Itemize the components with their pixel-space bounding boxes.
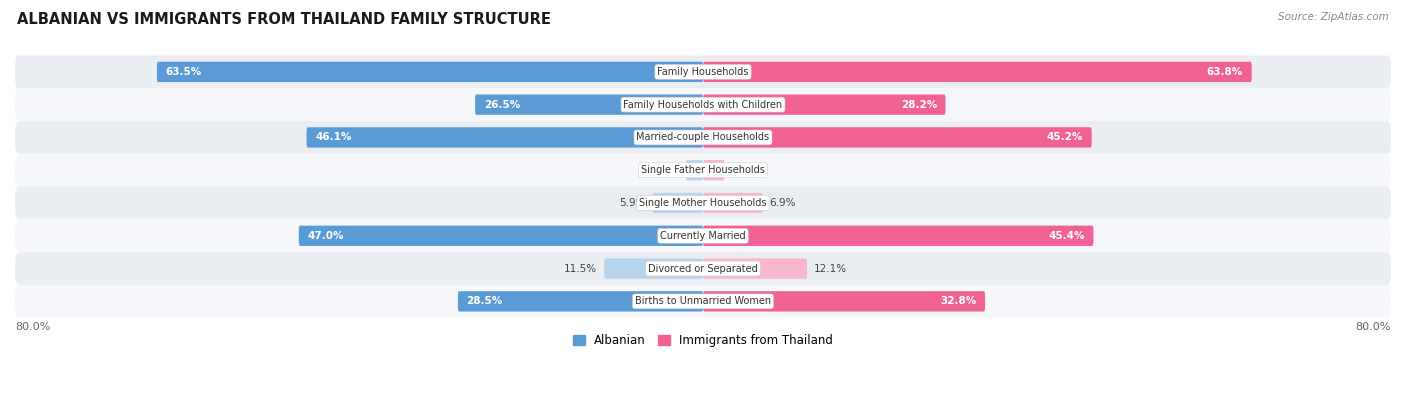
Legend: Albanian, Immigrants from Thailand: Albanian, Immigrants from Thailand [568,330,838,352]
FancyBboxPatch shape [703,127,1091,148]
Text: Single Father Households: Single Father Households [641,165,765,175]
FancyBboxPatch shape [458,291,703,312]
Text: 2.0%: 2.0% [652,165,679,175]
Text: 63.5%: 63.5% [166,67,201,77]
Text: Family Households with Children: Family Households with Children [623,100,783,110]
FancyBboxPatch shape [15,154,1391,186]
Text: Married-couple Households: Married-couple Households [637,132,769,143]
FancyBboxPatch shape [605,258,703,279]
Text: Births to Unmarried Women: Births to Unmarried Women [636,296,770,307]
Text: 12.1%: 12.1% [814,263,846,274]
Text: Source: ZipAtlas.com: Source: ZipAtlas.com [1278,12,1389,22]
FancyBboxPatch shape [703,94,945,115]
Text: 80.0%: 80.0% [1355,322,1391,332]
Text: Family Households: Family Households [658,67,748,77]
FancyBboxPatch shape [307,127,703,148]
Text: 63.8%: 63.8% [1206,67,1243,77]
Text: Single Mother Households: Single Mother Households [640,198,766,208]
FancyBboxPatch shape [157,62,703,82]
Text: Divorced or Separated: Divorced or Separated [648,263,758,274]
Text: 11.5%: 11.5% [564,263,598,274]
FancyBboxPatch shape [703,62,1251,82]
Text: 28.5%: 28.5% [467,296,503,307]
FancyBboxPatch shape [15,285,1391,318]
FancyBboxPatch shape [15,55,1391,88]
Text: Currently Married: Currently Married [661,231,745,241]
Text: 32.8%: 32.8% [941,296,977,307]
FancyBboxPatch shape [15,88,1391,121]
Text: 26.5%: 26.5% [484,100,520,110]
Text: 45.4%: 45.4% [1049,231,1085,241]
FancyBboxPatch shape [703,160,724,181]
Text: 46.1%: 46.1% [315,132,352,143]
FancyBboxPatch shape [15,219,1391,252]
FancyBboxPatch shape [15,252,1391,285]
Text: 80.0%: 80.0% [15,322,51,332]
FancyBboxPatch shape [15,186,1391,219]
Text: 47.0%: 47.0% [308,231,344,241]
FancyBboxPatch shape [703,258,807,279]
Text: 45.2%: 45.2% [1046,132,1083,143]
Text: 28.2%: 28.2% [901,100,936,110]
FancyBboxPatch shape [686,160,703,181]
Text: 6.9%: 6.9% [769,198,796,208]
FancyBboxPatch shape [299,226,703,246]
FancyBboxPatch shape [15,121,1391,154]
Text: 2.5%: 2.5% [731,165,758,175]
FancyBboxPatch shape [475,94,703,115]
Text: 5.9%: 5.9% [619,198,645,208]
Text: ALBANIAN VS IMMIGRANTS FROM THAILAND FAMILY STRUCTURE: ALBANIAN VS IMMIGRANTS FROM THAILAND FAM… [17,12,551,27]
FancyBboxPatch shape [703,193,762,213]
FancyBboxPatch shape [703,226,1094,246]
FancyBboxPatch shape [703,291,986,312]
FancyBboxPatch shape [652,193,703,213]
